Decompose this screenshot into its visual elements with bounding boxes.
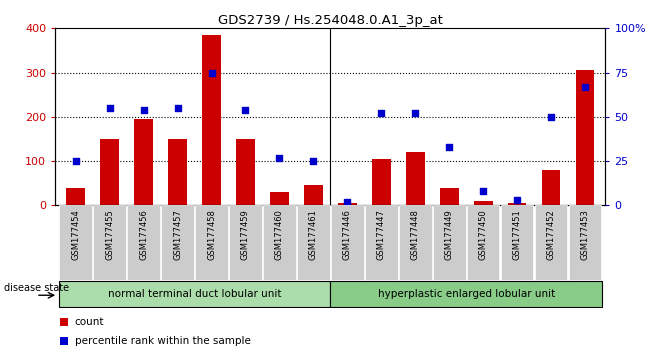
FancyBboxPatch shape — [128, 205, 160, 280]
Text: GSM177460: GSM177460 — [275, 209, 284, 260]
Point — [274, 155, 284, 160]
Point — [512, 197, 522, 203]
FancyBboxPatch shape — [501, 205, 533, 280]
Point — [240, 107, 251, 113]
Text: GSM177449: GSM177449 — [445, 209, 454, 260]
Text: GSM177458: GSM177458 — [207, 209, 216, 260]
Bar — [440, 188, 458, 205]
Text: GSM177451: GSM177451 — [512, 209, 521, 260]
FancyBboxPatch shape — [59, 205, 92, 280]
Point — [308, 158, 318, 164]
Text: GSM177459: GSM177459 — [241, 209, 250, 260]
Text: normal terminal duct lobular unit: normal terminal duct lobular unit — [108, 289, 281, 299]
Text: GSM177456: GSM177456 — [139, 209, 148, 260]
Bar — [168, 139, 187, 205]
FancyBboxPatch shape — [331, 205, 364, 280]
Title: GDS2739 / Hs.254048.0.A1_3p_at: GDS2739 / Hs.254048.0.A1_3p_at — [218, 14, 443, 27]
Text: count: count — [75, 318, 104, 327]
Point — [104, 105, 115, 111]
Text: GSM177452: GSM177452 — [547, 209, 555, 260]
Bar — [406, 152, 424, 205]
Text: GSM177454: GSM177454 — [71, 209, 80, 260]
Text: hyperplastic enlarged lobular unit: hyperplastic enlarged lobular unit — [378, 289, 555, 299]
Bar — [474, 201, 493, 205]
Text: GSM177448: GSM177448 — [411, 209, 420, 260]
Text: GSM177461: GSM177461 — [309, 209, 318, 260]
Point — [580, 84, 590, 90]
FancyBboxPatch shape — [569, 205, 602, 280]
FancyBboxPatch shape — [330, 281, 602, 307]
Text: GSM177453: GSM177453 — [581, 209, 590, 260]
Bar — [134, 119, 153, 205]
Point — [546, 114, 557, 120]
FancyBboxPatch shape — [263, 205, 296, 280]
Point — [376, 110, 387, 116]
Bar — [66, 188, 85, 205]
FancyBboxPatch shape — [59, 281, 330, 307]
FancyBboxPatch shape — [535, 205, 568, 280]
FancyBboxPatch shape — [195, 205, 228, 280]
Text: GSM177455: GSM177455 — [105, 209, 114, 260]
FancyBboxPatch shape — [467, 205, 499, 280]
Point — [70, 158, 81, 164]
Point — [478, 188, 488, 194]
Point — [206, 70, 217, 75]
Bar — [100, 139, 119, 205]
Bar — [508, 203, 527, 205]
Text: percentile rank within the sample: percentile rank within the sample — [75, 336, 251, 346]
Bar — [575, 70, 594, 205]
Point — [410, 110, 421, 116]
FancyBboxPatch shape — [433, 205, 465, 280]
Bar — [202, 35, 221, 205]
FancyBboxPatch shape — [161, 205, 194, 280]
Bar — [542, 170, 561, 205]
FancyBboxPatch shape — [229, 205, 262, 280]
Bar — [338, 203, 357, 205]
Text: GSM177446: GSM177446 — [343, 209, 352, 260]
Bar — [270, 192, 289, 205]
FancyBboxPatch shape — [365, 205, 398, 280]
Bar — [372, 159, 391, 205]
FancyBboxPatch shape — [93, 205, 126, 280]
Text: disease state: disease state — [5, 282, 70, 293]
Text: GSM177447: GSM177447 — [377, 209, 386, 260]
Bar — [236, 139, 255, 205]
Point — [444, 144, 454, 150]
Text: GSM177457: GSM177457 — [173, 209, 182, 260]
Text: GSM177450: GSM177450 — [478, 209, 488, 260]
Point — [173, 105, 183, 111]
Point — [342, 199, 353, 205]
FancyBboxPatch shape — [399, 205, 432, 280]
Point — [139, 107, 149, 113]
Bar — [304, 185, 323, 205]
FancyBboxPatch shape — [297, 205, 329, 280]
